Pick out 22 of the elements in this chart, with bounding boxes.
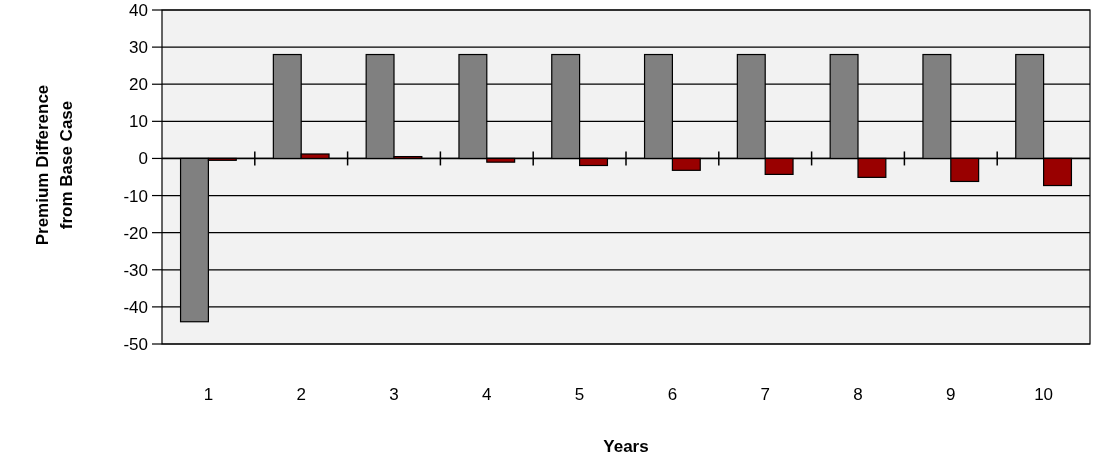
- x-tick-label: 2: [296, 385, 306, 404]
- y-tick-label: -50: [123, 334, 148, 354]
- x-tick-label: 9: [946, 385, 956, 404]
- y-tick-label: -30: [123, 260, 148, 280]
- x-tick-label: 4: [482, 385, 492, 404]
- x-tick-label: 10: [1034, 385, 1054, 404]
- y-tick-label: -10: [123, 186, 148, 206]
- x-tick-label: 7: [760, 385, 770, 404]
- x-tick-label: 8: [853, 385, 863, 404]
- x-tick-label: 6: [667, 385, 678, 404]
- y-tick-label: 30: [129, 38, 148, 58]
- x-axis-title: Years: [603, 437, 649, 456]
- y-tick-label: 40: [129, 0, 148, 20]
- y-tick-label: 0: [138, 149, 148, 169]
- x-tick-label: 1: [203, 385, 214, 404]
- y-axis-title: Premium Difference from Base Case: [33, 84, 76, 246]
- y-tick-label: 10: [129, 112, 148, 132]
- y-tick-label: -20: [123, 223, 148, 243]
- x-tick-label: 3: [389, 385, 399, 404]
- y-tick-label: -40: [123, 297, 148, 317]
- x-tick-label: 5: [574, 385, 585, 404]
- y-tick-label: 20: [129, 75, 148, 95]
